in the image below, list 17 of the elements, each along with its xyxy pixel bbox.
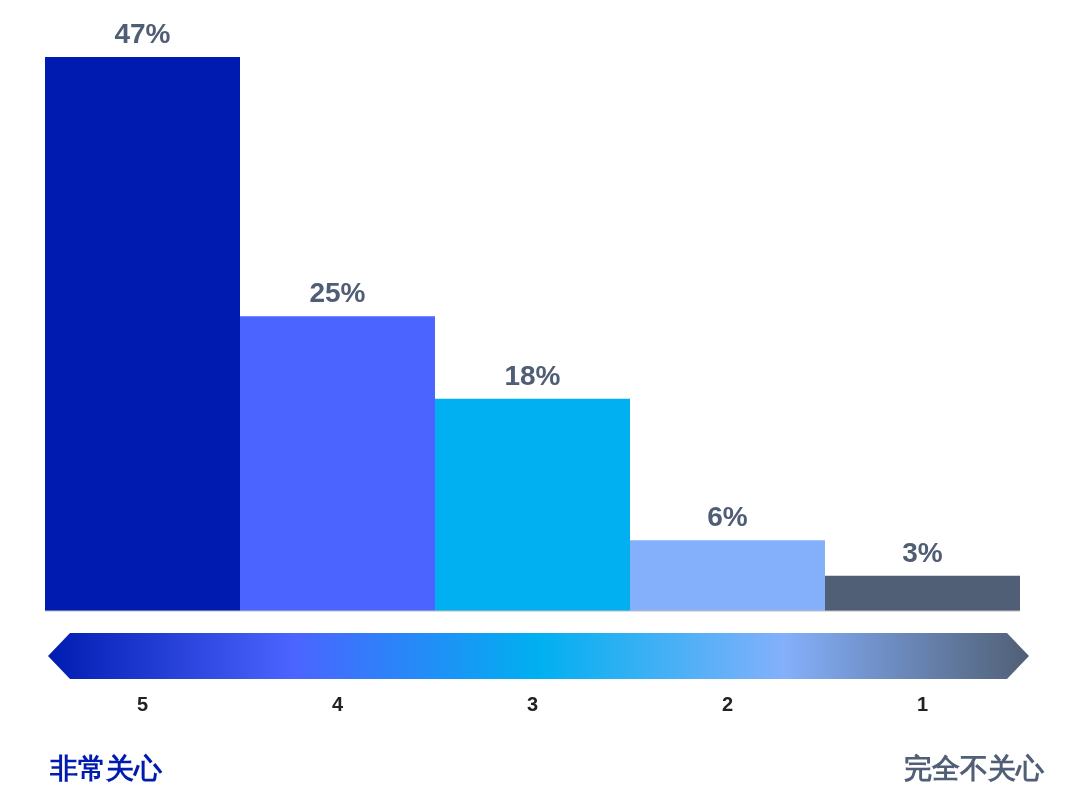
x-tick-label: 5 [136, 693, 149, 715]
data-label: 25% [309, 277, 366, 309]
bar [825, 575, 1020, 611]
bar [240, 316, 435, 611]
data-label: 3% [902, 536, 943, 568]
bar [435, 398, 630, 611]
data-label: 47% [114, 18, 171, 49]
text: 非常关心 [50, 752, 162, 786]
x-tick-label: 3 [526, 693, 539, 715]
x-tick-label: 1 [916, 693, 929, 715]
data-label: 6% [707, 501, 748, 533]
data-label: 18% [504, 359, 561, 391]
x-tick-label: 4 [331, 693, 344, 715]
x-tick-label: 2 [721, 693, 734, 715]
bar [630, 540, 825, 611]
bar [45, 57, 240, 611]
text: 完全不关心 [904, 752, 1044, 786]
